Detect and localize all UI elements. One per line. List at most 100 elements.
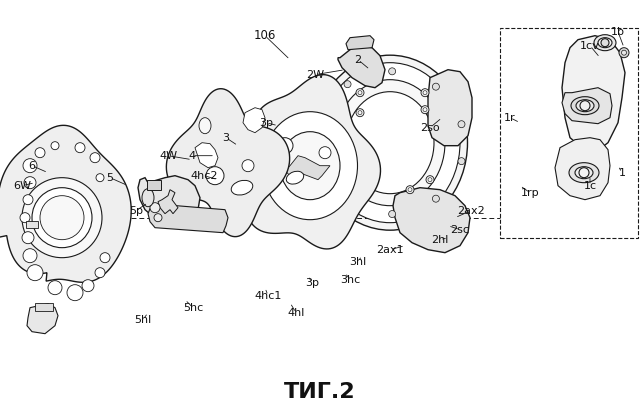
- Circle shape: [579, 168, 589, 177]
- Circle shape: [344, 197, 351, 205]
- Text: 1c: 1c: [584, 181, 596, 191]
- Text: 2sc: 2sc: [451, 225, 470, 235]
- Circle shape: [206, 167, 224, 185]
- Polygon shape: [285, 156, 330, 180]
- Circle shape: [423, 91, 427, 95]
- Text: 4hc1: 4hc1: [254, 290, 282, 301]
- Circle shape: [35, 148, 45, 157]
- Polygon shape: [158, 190, 178, 214]
- Text: 4hl: 4hl: [287, 308, 305, 318]
- Text: 3p: 3p: [259, 118, 273, 128]
- Text: 5p: 5p: [129, 206, 143, 216]
- Text: 1rp: 1rp: [521, 188, 540, 198]
- Circle shape: [277, 137, 293, 154]
- Circle shape: [388, 68, 396, 75]
- Text: 106: 106: [254, 29, 276, 42]
- Circle shape: [82, 279, 94, 292]
- Circle shape: [356, 89, 364, 97]
- Text: 5hl: 5hl: [134, 315, 152, 325]
- Text: 3: 3: [223, 133, 230, 143]
- Circle shape: [433, 195, 440, 202]
- Ellipse shape: [335, 80, 445, 206]
- Text: 3hl: 3hl: [349, 257, 367, 267]
- Circle shape: [67, 285, 83, 301]
- Ellipse shape: [346, 92, 434, 194]
- Circle shape: [22, 177, 102, 258]
- Circle shape: [154, 214, 162, 222]
- Circle shape: [90, 153, 100, 163]
- Text: 2hl: 2hl: [431, 235, 449, 245]
- Text: 5: 5: [106, 173, 113, 183]
- Polygon shape: [562, 35, 625, 153]
- Circle shape: [458, 121, 465, 128]
- Ellipse shape: [569, 163, 599, 183]
- Ellipse shape: [594, 35, 616, 51]
- Polygon shape: [195, 143, 218, 168]
- Circle shape: [621, 50, 627, 55]
- Circle shape: [96, 174, 104, 182]
- Circle shape: [27, 265, 43, 281]
- Ellipse shape: [286, 171, 304, 184]
- Text: 5hc: 5hc: [183, 303, 203, 313]
- Text: 6: 6: [29, 161, 35, 171]
- Circle shape: [406, 186, 414, 194]
- Circle shape: [316, 117, 323, 124]
- Text: 1r: 1r: [504, 113, 516, 123]
- Text: 2: 2: [355, 55, 362, 65]
- Circle shape: [458, 157, 465, 165]
- Polygon shape: [428, 70, 472, 146]
- Text: 3hc: 3hc: [340, 275, 360, 285]
- Circle shape: [408, 188, 412, 192]
- Text: 2ax2: 2ax2: [457, 206, 485, 216]
- Circle shape: [23, 195, 33, 205]
- Circle shape: [23, 249, 37, 263]
- Ellipse shape: [576, 100, 594, 112]
- Circle shape: [619, 48, 629, 58]
- Text: ΤИГ.2: ΤИГ.2: [284, 381, 356, 402]
- Polygon shape: [393, 188, 470, 253]
- Circle shape: [95, 268, 105, 278]
- Text: 2W: 2W: [306, 70, 324, 80]
- Polygon shape: [338, 46, 385, 88]
- Circle shape: [423, 108, 427, 112]
- Text: 4W: 4W: [159, 151, 177, 161]
- Circle shape: [601, 39, 609, 47]
- Circle shape: [75, 143, 85, 153]
- Polygon shape: [166, 89, 290, 237]
- Circle shape: [358, 91, 362, 95]
- Polygon shape: [245, 75, 381, 249]
- Text: 2so: 2so: [420, 123, 440, 133]
- Polygon shape: [555, 137, 610, 200]
- Text: 3p: 3p: [305, 278, 319, 288]
- Circle shape: [421, 89, 429, 97]
- Circle shape: [433, 83, 440, 90]
- Circle shape: [316, 162, 323, 169]
- Circle shape: [428, 177, 432, 182]
- Circle shape: [51, 142, 59, 150]
- Circle shape: [150, 203, 160, 213]
- Circle shape: [23, 159, 37, 173]
- Text: 6W: 6W: [13, 181, 31, 191]
- Ellipse shape: [320, 63, 460, 223]
- Polygon shape: [138, 176, 200, 225]
- Circle shape: [20, 213, 30, 223]
- Ellipse shape: [231, 180, 253, 195]
- FancyBboxPatch shape: [147, 180, 161, 190]
- Circle shape: [24, 177, 36, 188]
- Circle shape: [580, 101, 590, 111]
- Ellipse shape: [262, 112, 358, 220]
- Text: 2ax1: 2ax1: [376, 245, 404, 255]
- Circle shape: [32, 188, 92, 248]
- Ellipse shape: [142, 188, 154, 207]
- Polygon shape: [562, 88, 612, 124]
- Text: 1: 1: [618, 168, 625, 177]
- Polygon shape: [27, 304, 58, 334]
- FancyBboxPatch shape: [35, 303, 53, 310]
- Ellipse shape: [598, 38, 612, 48]
- Circle shape: [388, 211, 396, 217]
- Circle shape: [421, 106, 429, 114]
- Circle shape: [344, 81, 351, 88]
- Polygon shape: [0, 125, 131, 282]
- Polygon shape: [243, 108, 265, 133]
- Ellipse shape: [575, 167, 593, 179]
